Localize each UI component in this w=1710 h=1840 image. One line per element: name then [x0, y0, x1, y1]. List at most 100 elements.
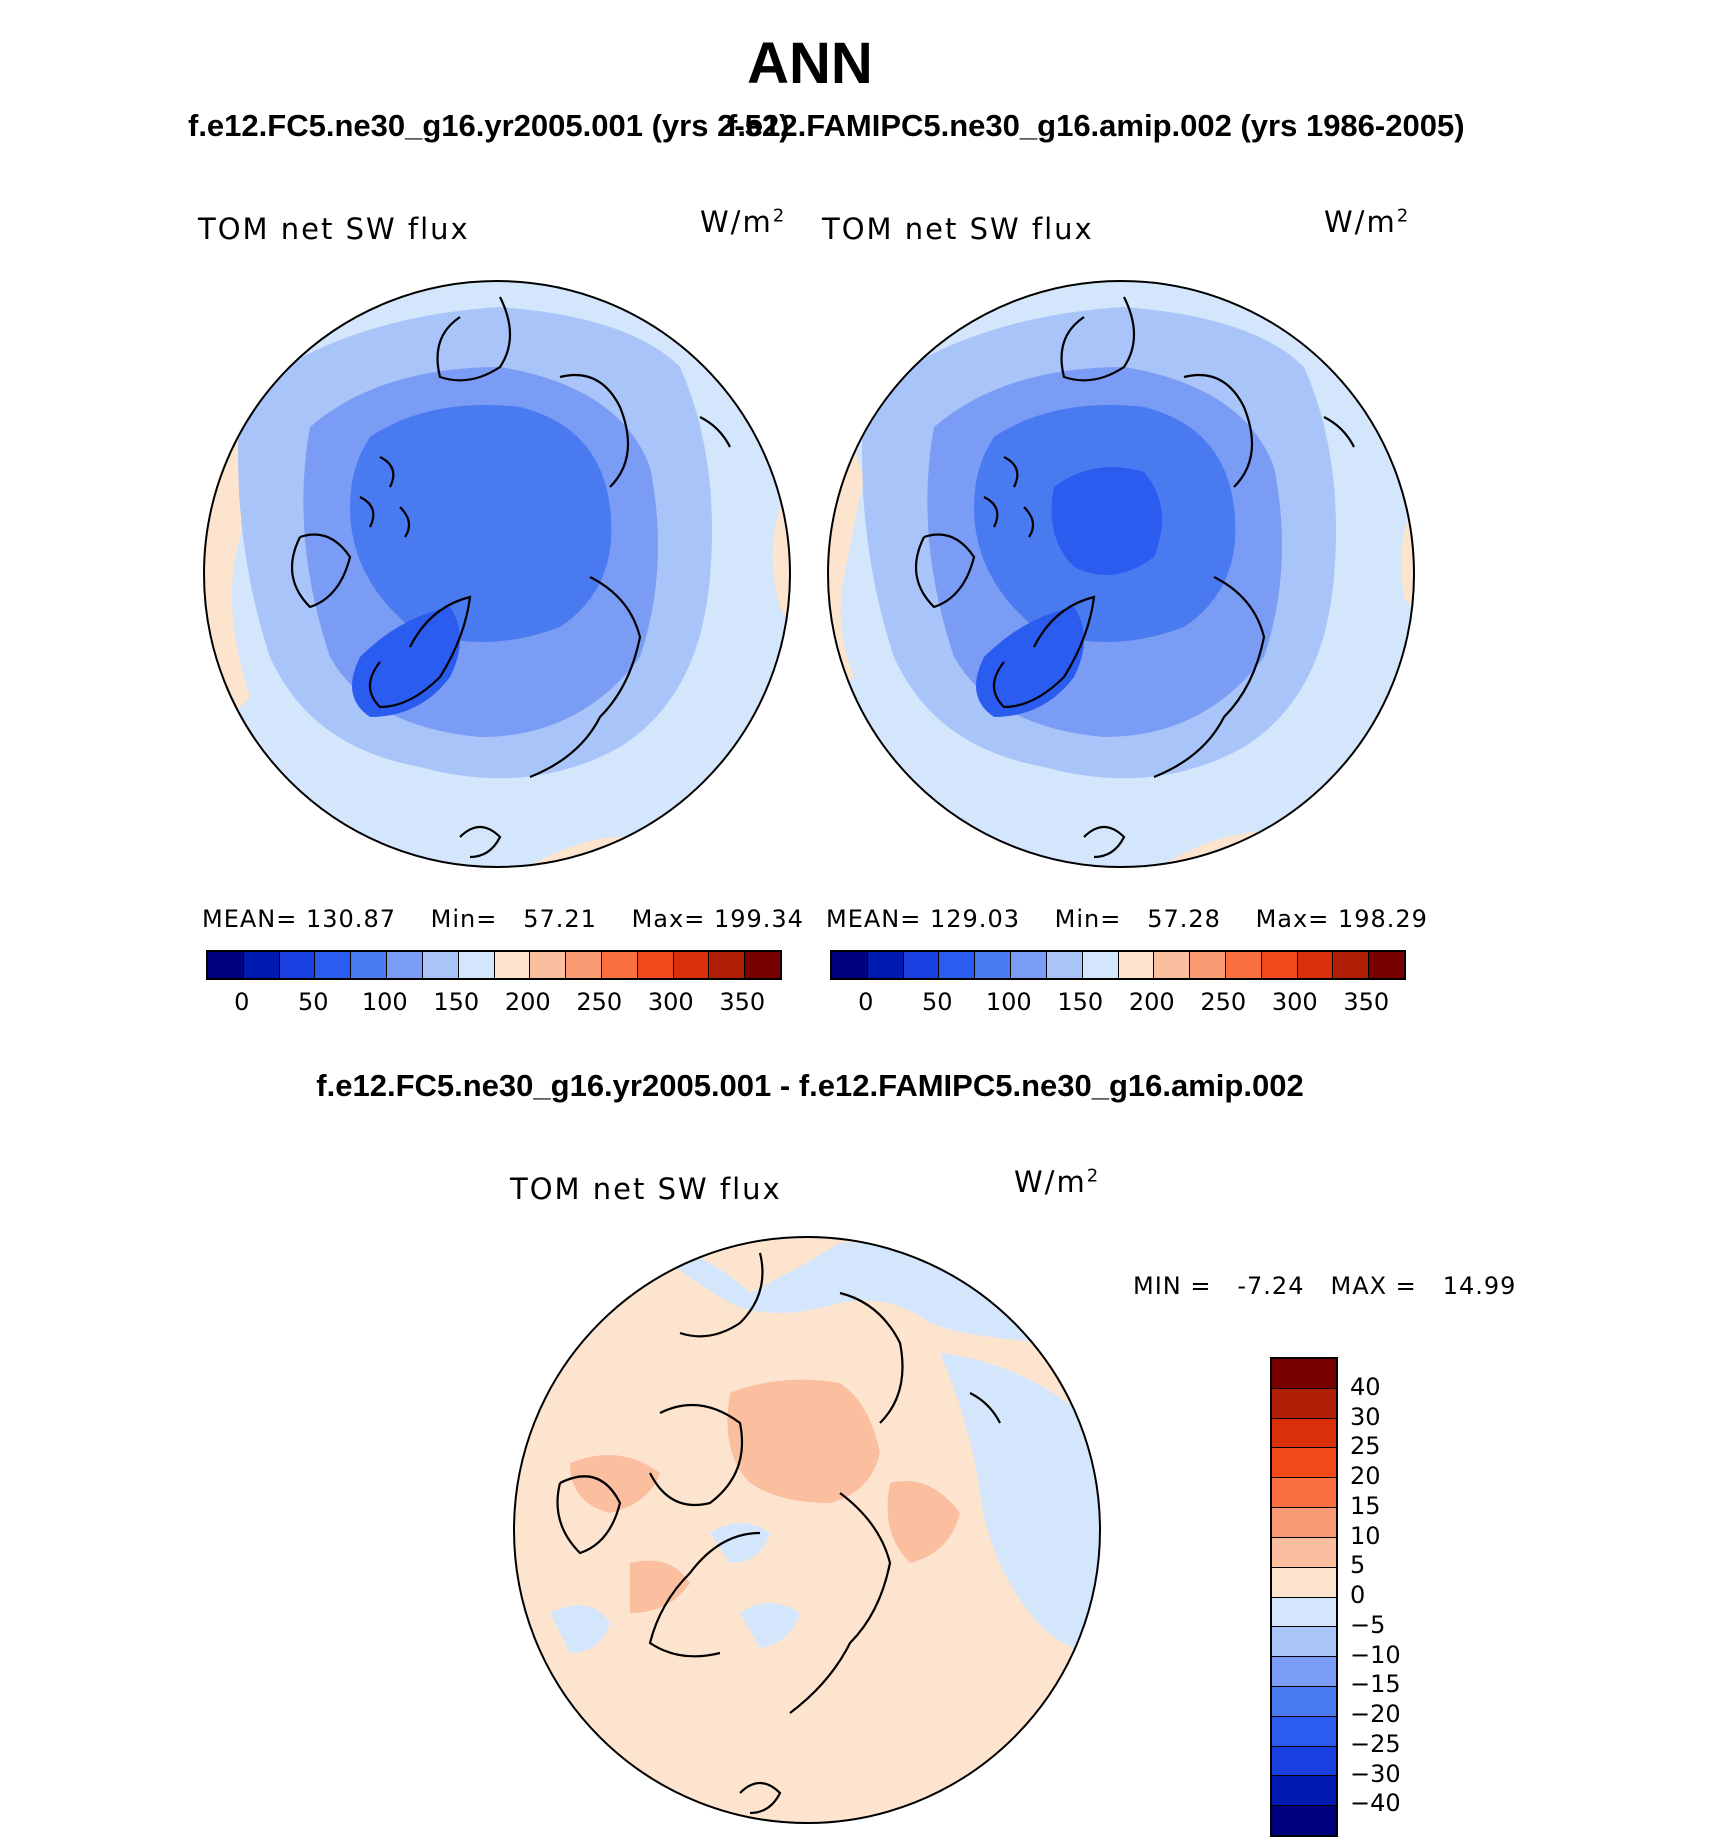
polar-map-left	[203, 280, 791, 868]
colorbar-swatch	[1272, 1806, 1336, 1835]
colorbar-swatch	[1082, 952, 1119, 978]
colorbar-tick-label: 100	[985, 988, 1032, 1016]
colorbar-swatch	[1272, 1537, 1336, 1568]
colorbar-swatch	[673, 952, 710, 978]
colorbar-ticks-left: 0 50 100 150 200 250 300 350	[206, 988, 782, 1018]
colorbar-swatch	[939, 952, 976, 978]
run-title-left: f.e12.FC5.ne30_g16.yr2005.001 (yrs 2-52)	[188, 108, 790, 143]
colorbar-swatch	[279, 952, 316, 978]
colorbar-tick-label: 0	[1350, 1581, 1366, 1609]
colorbar-swatch	[1272, 1478, 1336, 1509]
colorbar-difference	[1270, 1357, 1338, 1837]
colorbar-tick-label: 300	[1271, 988, 1318, 1016]
colorbar-swatch	[1272, 1716, 1336, 1747]
colorbar-swatch	[1369, 952, 1404, 978]
colorbar-tick-label: 30	[1350, 1402, 1381, 1431]
colorbar-swatch	[1272, 1776, 1336, 1807]
colorbar-tick-label: 5	[1350, 1551, 1366, 1580]
colorbar-swatch	[1272, 1746, 1336, 1777]
units-label-diff: W/m2	[1014, 1165, 1101, 1199]
colorbar-swatch	[1225, 952, 1262, 978]
colorbar-tick-label: −5	[1350, 1610, 1386, 1639]
colorbar-swatch	[903, 952, 940, 978]
colorbar-swatch	[530, 952, 567, 978]
colorbar-ticks-difference: 40 30 25 20 15 10 5 0 −5 −10 −15 −20 −25 −30 −40	[1350, 1357, 1450, 1837]
polar-map-difference	[513, 1236, 1101, 1824]
colorbar-swatch	[566, 952, 602, 978]
colorbar-swatch	[1333, 952, 1370, 978]
colorbar-swatch	[1297, 952, 1334, 978]
colorbar-tick-label: 40	[1350, 1372, 1381, 1401]
colorbar-swatch	[1272, 1388, 1336, 1419]
colorbar-swatch	[1046, 952, 1083, 978]
variable-label-diff: TOM net SW flux	[510, 1172, 782, 1206]
colorbar-tick-label: 100	[361, 988, 408, 1016]
colorbar-tick-label: 150	[1057, 988, 1104, 1016]
colorbar-swatch	[975, 952, 1012, 978]
colorbar-swatch	[1154, 952, 1191, 978]
colorbar-swatch	[1272, 1657, 1336, 1687]
colorbar-tick-label: 200	[504, 988, 551, 1016]
colorbar-tick-label: −15	[1350, 1670, 1401, 1699]
colorbar-swatch	[832, 952, 868, 978]
units-label-right: W/m2	[1324, 205, 1411, 239]
colorbar-swatch	[1272, 1686, 1336, 1717]
colorbar-tick-label: 200	[1128, 988, 1175, 1016]
colorbar-tick-label: 10	[1350, 1521, 1381, 1550]
colorbar-swatch	[1272, 1448, 1336, 1479]
season-title: ANN	[747, 31, 873, 96]
colorbar-tick-label: 50	[297, 988, 329, 1016]
colorbar-swatch	[315, 952, 352, 978]
colorbar-tick-label: 50	[921, 988, 953, 1016]
polar-map-right	[827, 280, 1415, 868]
colorbar-swatch	[709, 952, 746, 978]
colorbar-right	[830, 950, 1406, 980]
colorbar-tick-label: 300	[647, 988, 694, 1016]
colorbar-tick-label: 250	[1200, 988, 1247, 1016]
variable-label-left: TOM net SW flux	[198, 212, 470, 246]
colorbar-tick-label: 0	[234, 988, 250, 1016]
colorbar-swatch	[422, 952, 459, 978]
units-label-left: W/m2	[700, 205, 787, 239]
run-title-right: f.e12.FAMIPC5.ne30_g16.amip.002 (yrs 198…	[727, 108, 1465, 143]
stats-left: MEAN= 130.87 Min= 57.21 Max= 199.34	[202, 905, 804, 933]
colorbar-swatch	[1272, 1567, 1336, 1598]
colorbar-tick-label: 350	[719, 988, 766, 1016]
colorbar-tick-label: 15	[1350, 1491, 1381, 1520]
colorbar-tick-label: 350	[1343, 988, 1390, 1016]
colorbar-tick-label: 20	[1350, 1462, 1381, 1490]
colorbar-left	[206, 950, 782, 980]
colorbar-tick-label: 150	[433, 988, 480, 1016]
colorbar-ticks-right: 0 50 100 150 200 250 300 350	[830, 988, 1406, 1018]
colorbar-tick-label: −40	[1350, 1789, 1401, 1818]
colorbar-swatch	[1272, 1597, 1336, 1628]
colorbar-swatch	[243, 952, 280, 978]
colorbar-swatch	[1011, 952, 1047, 978]
variable-label-right: TOM net SW flux	[822, 212, 1094, 246]
colorbar-swatch	[601, 952, 638, 978]
colorbar-swatch	[351, 952, 388, 978]
colorbar-tick-label: 250	[576, 988, 623, 1016]
colorbar-tick-label: −30	[1350, 1759, 1401, 1788]
colorbar-swatch	[1261, 952, 1298, 978]
colorbar-tick-label: −25	[1350, 1729, 1401, 1758]
colorbar-swatch	[637, 952, 674, 978]
colorbar-swatch	[387, 952, 423, 978]
colorbar-swatch	[1272, 1627, 1336, 1658]
colorbar-swatch	[867, 952, 904, 978]
colorbar-tick-label: 25	[1350, 1432, 1381, 1461]
stats-right: MEAN= 129.03 Min= 57.28 Max= 198.29	[826, 905, 1428, 933]
colorbar-tick-label: −10	[1350, 1640, 1401, 1669]
colorbar-swatch	[494, 952, 531, 978]
colorbar-swatch	[1272, 1508, 1336, 1538]
colorbar-swatch	[1118, 952, 1155, 978]
stats-diff: MIN = -7.24 MAX = 14.99	[1133, 1272, 1517, 1300]
colorbar-swatch	[208, 952, 244, 978]
colorbar-swatch	[745, 952, 780, 978]
colorbar-tick-label: −20	[1350, 1700, 1401, 1728]
colorbar-swatch	[1272, 1359, 1336, 1389]
colorbar-tick-label: 0	[858, 988, 874, 1016]
colorbar-swatch	[458, 952, 495, 978]
colorbar-swatch	[1272, 1418, 1336, 1449]
colorbar-swatch	[1190, 952, 1226, 978]
